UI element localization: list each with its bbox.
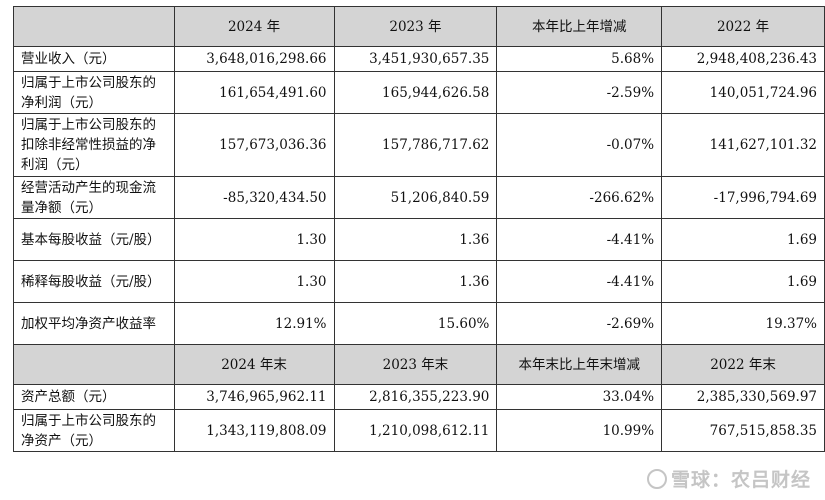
cell-2024: 3,746,965,962.11: [173, 384, 335, 410]
table-row-basic-eps: 基本每股收益（元/股） 1.30 1.36 -4.41% 1.69: [13, 218, 825, 261]
cell-2023: 1.36: [333, 260, 498, 303]
table-row-net-profit: 归属于上市公司股东的净利润（元） 161,654,491.60 165,944,…: [13, 71, 825, 114]
row-label: 基本每股收益（元/股）: [13, 218, 175, 261]
cell-2022: 19.37%: [661, 302, 825, 345]
table-row-operating-cash-flow: 经营活动产生的现金流量净额（元） -85,320,434.50 51,206,8…: [13, 176, 825, 219]
cell-change: -2.59%: [496, 71, 663, 114]
row-label: 归属于上市公司股东的净利润（元）: [13, 71, 175, 114]
cell-change: -0.07%: [496, 113, 663, 177]
row-label: 归属于上市公司股东的净资产（元）: [13, 409, 175, 452]
cell-2022: 1.69: [661, 218, 825, 261]
table-row-net-assets: 归属于上市公司股东的净资产（元） 1,343,119,808.09 1,210,…: [13, 409, 825, 452]
table-row-weighted-roe: 加权平均净资产收益率 12.91% 15.60% -2.69% 19.37%: [13, 302, 825, 345]
cell-2023: 2,816,355,223.90: [333, 384, 498, 410]
cell-2024: -85,320,434.50: [173, 176, 335, 219]
row-label: 资产总额（元）: [13, 384, 175, 410]
cell-change: 10.99%: [496, 409, 663, 452]
header-cell-blank: [13, 6, 175, 47]
header-cell-change: 本年比上年增减: [496, 6, 663, 47]
watermark-text: 雪球：农吕财经: [670, 469, 811, 491]
header-cell-2022-end: 2022 年末: [661, 344, 825, 385]
cell-change: -4.41%: [496, 218, 663, 261]
cell-2023: 157,786,717.62: [333, 113, 498, 177]
header-row-annual: 2024 年 2023 年 本年比上年增减 2022 年: [13, 6, 825, 47]
table-row-diluted-eps: 稀释每股收益（元/股） 1.30 1.36 -4.41% 1.69: [13, 260, 825, 303]
cell-2022: -17,996,794.69: [661, 176, 825, 219]
header-cell-2024: 2024 年: [173, 6, 335, 47]
row-label: 经营活动产生的现金流量净额（元）: [13, 176, 175, 219]
cell-2022: 767,515,858.35: [661, 409, 825, 452]
table-row-total-assets: 资产总额（元） 3,746,965,962.11 2,816,355,223.9…: [13, 384, 825, 410]
header-cell-blank: [13, 344, 175, 385]
cell-2022: 2,385,330,569.97: [661, 384, 825, 410]
cell-2023: 1,210,098,612.11: [333, 409, 498, 452]
financial-table-container: 2024 年 2023 年 本年比上年增减 2022 年 营业收入（元） 3,6…: [13, 6, 825, 452]
header-cell-2022: 2022 年: [661, 6, 825, 47]
cell-2024: 161,654,491.60: [173, 71, 335, 114]
cell-2024: 157,673,036.36: [173, 113, 335, 177]
header-cell-change-end: 本年末比上年末增减: [496, 344, 663, 385]
cell-2024: 1,343,119,808.09: [173, 409, 335, 452]
cell-change: -4.41%: [496, 260, 663, 303]
row-label: 营业收入（元）: [13, 46, 175, 72]
cell-2022: 1.69: [661, 260, 825, 303]
cell-2023: 1.36: [333, 218, 498, 261]
cell-2024: 12.91%: [173, 302, 335, 345]
row-label: 归属于上市公司股东的扣除非经常性损益的净利润（元）: [13, 113, 175, 177]
cell-change: -266.62%: [496, 176, 663, 219]
cell-2024: 1.30: [173, 260, 335, 303]
financial-summary-table: 2024 年 2023 年 本年比上年增减 2022 年 营业收入（元） 3,6…: [13, 6, 825, 452]
header-cell-2024-end: 2024 年末: [173, 344, 335, 385]
cell-change: 5.68%: [496, 46, 663, 72]
watermark: 雪球：农吕财经: [646, 465, 811, 492]
cell-2024: 1.30: [173, 218, 335, 261]
cell-2022: 140,051,724.96: [661, 71, 825, 114]
cell-2023: 15.60%: [333, 302, 498, 345]
snowball-logo-icon: [646, 468, 667, 489]
header-cell-2023-end: 2023 年末: [333, 344, 498, 385]
table-row-net-profit-deducted: 归属于上市公司股东的扣除非经常性损益的净利润（元） 157,673,036.36…: [13, 113, 825, 177]
header-cell-2023: 2023 年: [333, 6, 498, 47]
row-label: 稀释每股收益（元/股）: [13, 260, 175, 303]
table-row-revenue: 营业收入（元） 3,648,016,298.66 3,451,930,657.3…: [13, 46, 825, 72]
cell-change: -2.69%: [496, 302, 663, 345]
header-row-year-end: 2024 年末 2023 年末 本年末比上年末增减 2022 年末: [13, 344, 825, 385]
cell-2022: 2,948,408,236.43: [661, 46, 825, 72]
row-label: 加权平均净资产收益率: [13, 302, 175, 345]
cell-2022: 141,627,101.32: [661, 113, 825, 177]
cell-2023: 51,206,840.59: [333, 176, 498, 219]
cell-2023: 3,451,930,657.35: [333, 46, 498, 72]
cell-2023: 165,944,626.58: [333, 71, 498, 114]
cell-change: 33.04%: [496, 384, 663, 410]
cell-2024: 3,648,016,298.66: [173, 46, 335, 72]
